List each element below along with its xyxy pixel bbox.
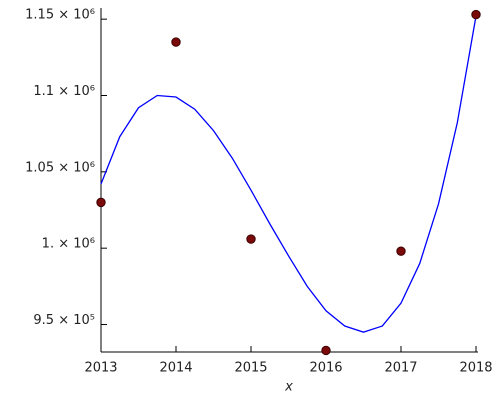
y-tick-label: 1.15 × 10⁶ [25,8,95,23]
y-tick-label: 1.1 × 10⁶ [33,84,95,99]
x-tick-label: 2016 [309,361,342,376]
x-tick-label: 2015 [234,361,267,376]
y-tick-label: 1. × 10⁶ [42,237,95,252]
y-tick-label: 9.5 × 10⁵ [33,313,95,328]
x-tick-label: 2017 [384,361,417,376]
x-axis-label: x [284,380,293,395]
y-tick-label: 1.05 × 10⁶ [25,160,95,175]
x-tick-label: 2013 [84,361,117,376]
data-point [171,37,181,47]
data-point [96,197,106,208]
data-point [396,246,406,256]
x-tick-label: 2014 [159,361,192,376]
data-point [321,345,331,356]
fit-curve [100,15,477,333]
data-point [471,9,481,20]
x-tick-label: 2018 [459,361,492,376]
data-point [246,234,256,244]
